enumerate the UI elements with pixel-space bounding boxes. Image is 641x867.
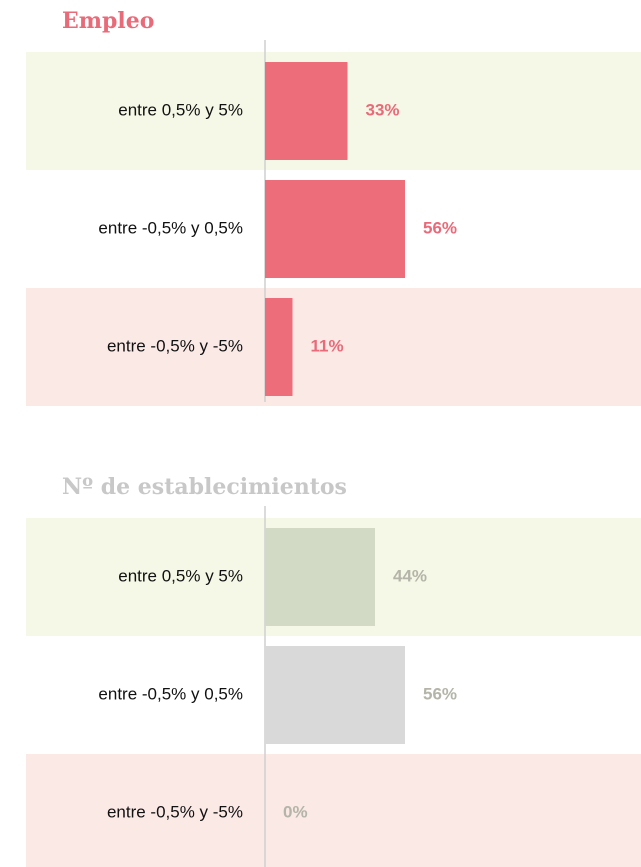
bar (265, 646, 405, 744)
bar (265, 298, 293, 396)
row-band (26, 288, 641, 406)
category-label: entre 0,5% y 5% (118, 100, 243, 119)
bar (265, 528, 375, 626)
value-label: 33% (366, 100, 400, 119)
value-label: 56% (423, 684, 457, 703)
category-label: entre 0,5% y 5% (118, 566, 243, 585)
value-label: 56% (423, 218, 457, 237)
bar (265, 180, 405, 278)
bar (265, 62, 348, 160)
category-label: entre -0,5% y -5% (107, 336, 243, 355)
row-band (26, 754, 641, 867)
category-label: entre -0,5% y -5% (107, 802, 243, 821)
value-label: 44% (393, 566, 427, 585)
category-label: entre -0,5% y 0,5% (98, 218, 243, 237)
value-label: 0% (283, 802, 308, 821)
category-label: entre -0,5% y 0,5% (98, 684, 243, 703)
value-label: 11% (311, 336, 344, 355)
chart-title: Empleo (62, 8, 154, 34)
chart-title: Nº de establecimientos (62, 474, 347, 500)
